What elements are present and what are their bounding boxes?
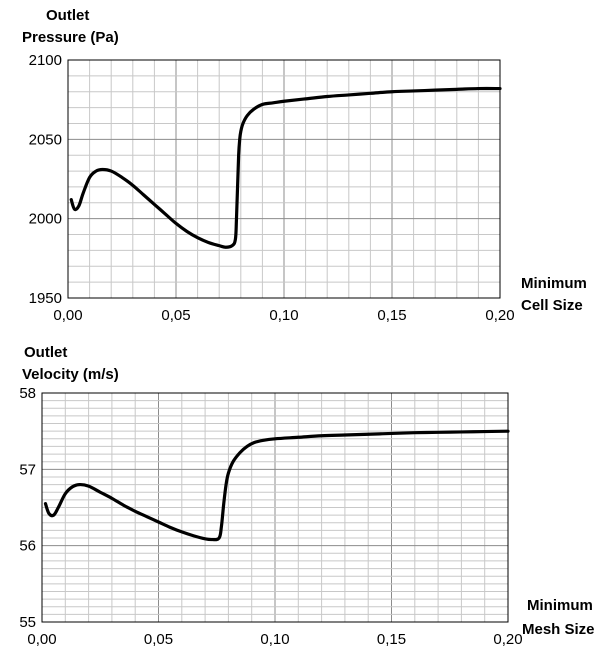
x-tick-label: 0,05 — [144, 631, 173, 648]
y-tick-label: 58 — [19, 385, 36, 402]
y-tick-label: 1950 — [29, 290, 62, 307]
series-line — [43, 429, 510, 542]
x-tick-label: 0,10 — [269, 307, 298, 324]
x-tick-label: 0,15 — [377, 307, 406, 324]
x-axis-label-line2: Mesh Size — [522, 621, 595, 638]
x-tick-label: 0,05 — [161, 307, 190, 324]
x-tick-label: 0,20 — [493, 631, 522, 648]
pressure-chart: Outlet Pressure (Pa) Minimum Cell Size 0… — [22, 7, 587, 324]
y-axis-label-line1: Outlet — [46, 7, 89, 24]
x-tick-label: 0,10 — [260, 631, 289, 648]
x-tick-label: 0,00 — [27, 631, 56, 648]
x-axis-label-line1: Minimum — [527, 597, 593, 614]
y-tick-label: 56 — [19, 538, 36, 555]
velocity-chart: Outlet Velocity (m/s) Minimum Mesh Size … — [19, 344, 594, 648]
series-line — [69, 86, 502, 249]
x-axis-label-line2: Cell Size — [521, 297, 583, 314]
x-tick-label: 0,00 — [53, 307, 82, 324]
y-tick-label: 2000 — [29, 211, 62, 228]
y-tick-label: 55 — [19, 614, 36, 631]
x-tick-label: 0,20 — [485, 307, 514, 324]
y-tick-label: 2050 — [29, 131, 62, 148]
y-tick-label: 2100 — [29, 52, 62, 69]
x-tick-label: 0,15 — [377, 631, 406, 648]
y-axis-label-line2: Velocity (m/s) — [22, 366, 119, 383]
y-tick-label: 57 — [19, 461, 36, 478]
gridlines — [67, 59, 501, 299]
plot-area-border — [41, 392, 509, 623]
y-axis-label-line1: Outlet — [24, 344, 67, 361]
gridlines — [41, 392, 509, 623]
y-axis-label-line2: Pressure (Pa) — [22, 29, 119, 46]
x-axis-label-line1: Minimum — [521, 275, 587, 292]
plot-area-border — [67, 59, 501, 299]
